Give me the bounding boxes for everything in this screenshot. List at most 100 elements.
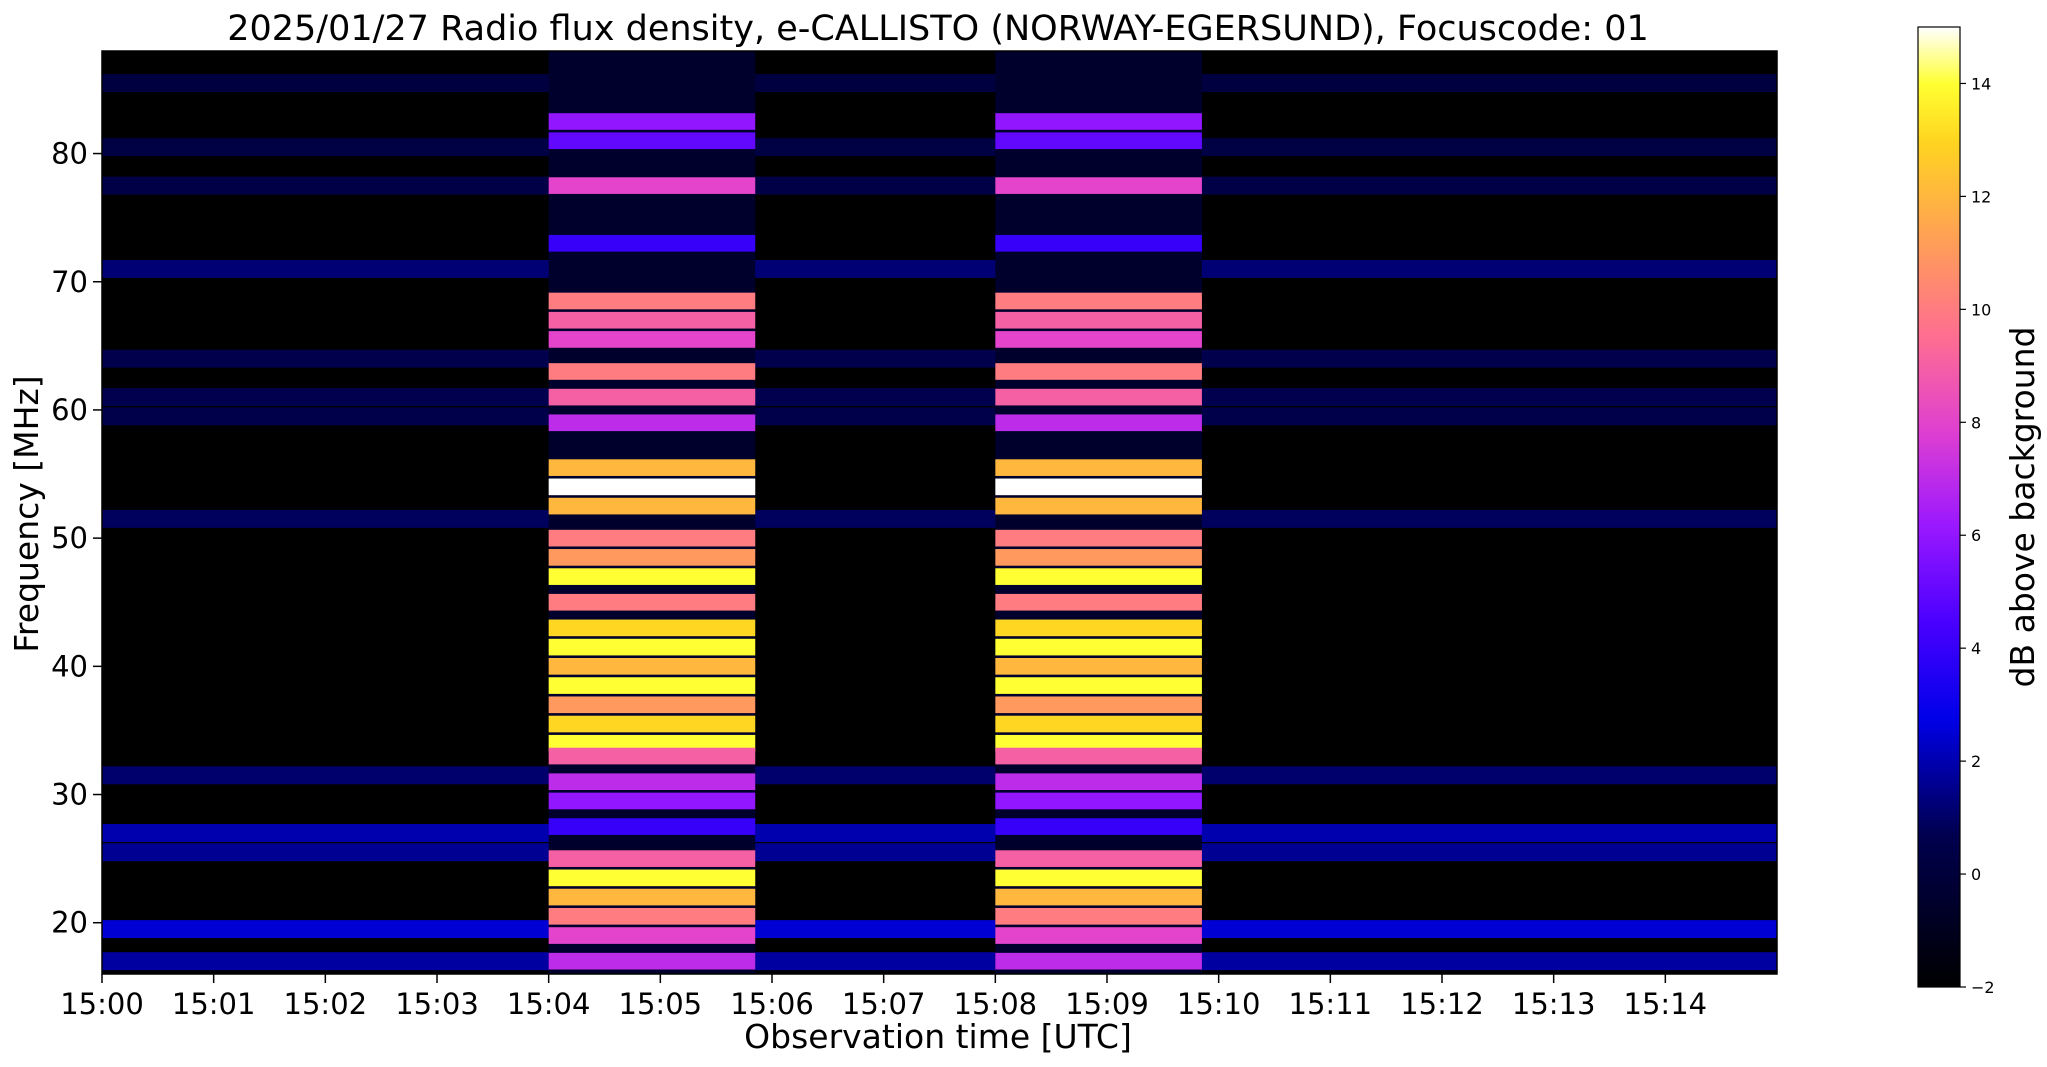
y-tick-label: 50	[51, 521, 88, 555]
burst-band	[548, 593, 756, 611]
burst-band	[995, 619, 1202, 637]
background-band	[102, 920, 1777, 939]
colorbar: −2 0 2 4 6 8 10 12 14 dB above background	[1917, 26, 2042, 997]
background-band	[102, 824, 1777, 842]
burst-band	[995, 734, 1202, 752]
x-tick-label: 15:09	[1065, 987, 1149, 1021]
burst-band	[548, 363, 756, 380]
x-tick-label: 15:05	[619, 987, 703, 1021]
burst-band	[995, 234, 1202, 252]
burst-band	[995, 747, 1202, 765]
burst-band	[548, 414, 756, 432]
background-band	[102, 509, 1777, 528]
colorbar-ticks: −2 0 2 4 6 8 10 12 14	[1960, 74, 1995, 997]
x-tick-label: 15:10	[1177, 987, 1261, 1021]
y-tick-label: 20	[51, 906, 88, 940]
x-tick-label: 15:11	[1289, 987, 1373, 1021]
burst-band	[548, 331, 756, 348]
burst-band	[995, 593, 1202, 611]
burst-band	[548, 734, 756, 752]
burst-band	[995, 568, 1202, 585]
burst-band	[548, 234, 756, 252]
burst-band	[548, 927, 756, 944]
burst-band	[548, 850, 756, 867]
burst-band	[995, 888, 1202, 906]
burst-band	[548, 132, 756, 150]
burst-band	[995, 363, 1202, 380]
burst-band	[995, 818, 1202, 835]
burst-band	[548, 677, 756, 694]
colorbar-tick-label: −2	[1971, 978, 1995, 997]
burst-band	[548, 529, 756, 547]
y-tick-label: 80	[51, 137, 88, 171]
burst-band	[995, 638, 1202, 656]
burst-band	[548, 638, 756, 656]
heatmap-layer	[102, 51, 1777, 974]
burst-band	[548, 113, 756, 130]
burst-band	[548, 292, 756, 310]
burst-band	[995, 715, 1202, 733]
plot-frame	[101, 50, 1778, 975]
y-tick-label: 40	[51, 649, 88, 683]
background-band	[102, 349, 1777, 368]
background-band	[102, 176, 1777, 195]
burst-band	[995, 927, 1202, 944]
burst-band	[548, 478, 756, 496]
burst-band	[995, 497, 1202, 515]
burst-band	[548, 907, 756, 925]
burst-band	[548, 619, 756, 637]
burst-band	[995, 869, 1202, 887]
burst-band	[548, 177, 756, 194]
burst-band	[548, 696, 756, 714]
plot-area	[101, 50, 1778, 975]
background-band	[102, 843, 1777, 862]
x-tick-label: 15:03	[395, 987, 479, 1021]
y-axis-label: Frequency [MHz]	[7, 375, 46, 652]
burst-band	[995, 696, 1202, 714]
x-tick-label: 15:07	[842, 987, 926, 1021]
burst-band	[995, 792, 1202, 810]
x-tick-label: 15:06	[730, 987, 814, 1021]
background-band	[102, 952, 1777, 971]
y-tick-label: 60	[51, 393, 88, 427]
burst-band	[548, 952, 756, 970]
x-axis-label: Observation time [UTC]	[744, 1017, 1132, 1056]
colorbar-tick-label: 8	[1971, 413, 1981, 432]
colorbar-tick-label: 14	[1971, 74, 1991, 93]
burst-band	[548, 497, 756, 515]
x-tick-label: 15:00	[60, 987, 144, 1021]
burst-band	[995, 414, 1202, 432]
burst-band	[995, 311, 1202, 329]
burst-band	[548, 869, 756, 887]
chart-title: 2025/01/27 Radio flux density, e-CALLIST…	[227, 9, 1649, 49]
x-tick-label: 15:14	[1624, 987, 1708, 1021]
burst-band	[995, 388, 1202, 406]
x-tick-label: 15:13	[1512, 987, 1596, 1021]
colorbar-tick-label: 4	[1971, 639, 1981, 658]
burst-band	[995, 850, 1202, 867]
colorbar-frame	[1917, 26, 1961, 988]
burst-band	[995, 177, 1202, 194]
burst-band	[548, 549, 756, 566]
colorbar-label: dB above background	[2003, 327, 2042, 688]
burst-band	[548, 773, 756, 791]
burst-band	[548, 568, 756, 585]
colorbar-tick-label: 12	[1971, 187, 1991, 206]
burst-band	[995, 132, 1202, 150]
colorbar-tick-label: 10	[1971, 300, 1991, 319]
burst-band	[995, 459, 1202, 476]
x-tick-label: 15:08	[954, 987, 1038, 1021]
colorbar-tick-label: 0	[1971, 865, 1981, 884]
burst-band	[548, 747, 756, 765]
burst-band	[995, 529, 1202, 547]
background-band	[102, 407, 1777, 426]
x-tick-label: 15:02	[284, 987, 368, 1021]
burst-band	[995, 292, 1202, 310]
burst-band	[548, 888, 756, 906]
x-tick-label: 15:01	[172, 987, 256, 1021]
burst-band	[995, 773, 1202, 791]
colorbar-tick-label: 6	[1971, 526, 1981, 545]
y-tick-label: 70	[51, 265, 88, 299]
burst-band	[548, 658, 756, 675]
